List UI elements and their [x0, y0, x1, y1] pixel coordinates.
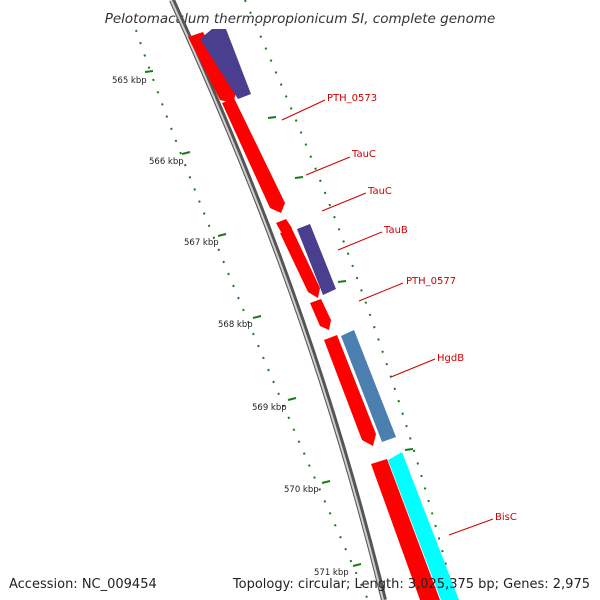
label-leader	[321, 192, 367, 212]
scale-tick	[321, 480, 331, 484]
gene-forward	[310, 299, 331, 330]
scale-ring	[135, 29, 369, 600]
scale-tick-label: 565 kbp	[112, 76, 147, 86]
gene-forward	[280, 229, 320, 298]
scale-tick	[287, 397, 297, 401]
gene-label: PTH_0577	[406, 276, 456, 287]
label-leader	[358, 282, 404, 302]
outer-tick	[404, 448, 414, 451]
gene-label: TauC	[351, 149, 376, 160]
gene-label: TauC	[367, 186, 392, 197]
gene-forward	[222, 98, 285, 213]
gene-forward	[324, 335, 376, 446]
scale-tick-label: 569 kbp	[252, 403, 287, 413]
genome-backbone-highlight	[170, 0, 384, 600]
gene-reverse	[297, 224, 336, 295]
genome-backbone	[169, 0, 387, 600]
scale-tick-label: 570 kbp	[284, 485, 319, 495]
gene-reverse	[200, 29, 251, 99]
scale-tick-label: 571 kbp	[314, 568, 349, 578]
gene-forward	[371, 459, 440, 600]
outer-tick	[294, 176, 304, 179]
scale-tick	[181, 151, 191, 155]
scale-tick	[144, 70, 154, 73]
gene-label: PTH_0573	[327, 93, 377, 104]
scale-tick	[252, 315, 262, 319]
accession-text: Accession: NC_009454	[9, 577, 157, 592]
label-leader	[281, 99, 326, 121]
gene-reverse	[388, 452, 459, 600]
scale-tick-label: 566 kbp	[149, 157, 184, 167]
scale-tick-label: 567 kbp	[184, 238, 219, 248]
scale-tick-label: 568 kbp	[218, 320, 253, 330]
topology-text: Topology: circular; Length: 3,025,375 bp…	[232, 577, 590, 592]
outer-tick	[337, 280, 347, 283]
scale-tick	[217, 233, 227, 237]
label-leader	[337, 231, 383, 251]
label-leader	[305, 156, 351, 176]
label-leader	[448, 518, 494, 536]
gene-label: TauB	[383, 225, 408, 236]
gene-label: HgdB	[437, 353, 464, 364]
gene-forward	[188, 32, 236, 103]
gene-label: BisC	[495, 512, 517, 523]
scale-tick	[352, 563, 362, 567]
outer-tick	[267, 116, 277, 119]
map-title: Pelotomaculum thermopropionicum SI, comp…	[105, 11, 496, 27]
gene-reverse	[341, 330, 396, 442]
label-leader	[390, 358, 436, 378]
